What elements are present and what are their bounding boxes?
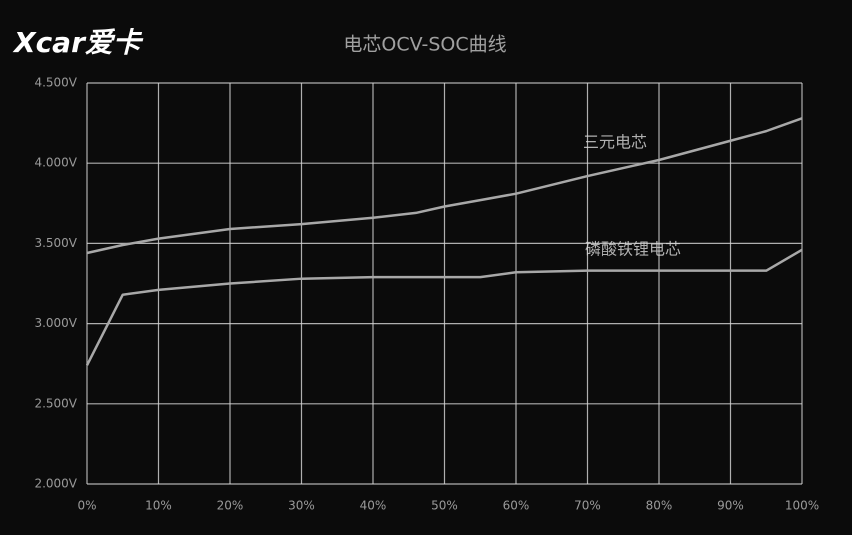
chart-title: 电芯OCV-SOC曲线 — [343, 34, 506, 56]
x-tick-label: 20% — [217, 499, 244, 513]
y-tick-label: 3.500V — [34, 236, 77, 250]
y-tick-label: 2.500V — [34, 396, 77, 410]
x-tick-label: 10% — [145, 499, 172, 513]
x-tick-label: 0% — [77, 499, 96, 513]
x-tick-label: 80% — [646, 499, 673, 513]
y-tick-label: 3.000V — [34, 316, 77, 330]
series-line — [86, 117, 803, 255]
x-tick-label: 60% — [503, 499, 530, 513]
y-tick-label: 4.000V — [34, 156, 77, 170]
series-annotation: 磷酸铁锂电芯 — [585, 240, 681, 259]
watermark: Xcar爱卡 — [12, 26, 144, 59]
y-tick-label: 2.000V — [34, 477, 77, 491]
x-tick-label: 90% — [717, 499, 744, 513]
x-tick-label: 30% — [288, 499, 315, 513]
x-tick-label: 100% — [785, 499, 819, 513]
series-line — [85, 248, 803, 366]
series-annotation: 三元电芯 — [583, 133, 647, 152]
x-tick-label: 70% — [574, 499, 601, 513]
x-tick-label: 40% — [360, 499, 387, 513]
y-tick-label: 4.500V — [34, 76, 77, 90]
x-tick-label: 50% — [431, 499, 458, 513]
